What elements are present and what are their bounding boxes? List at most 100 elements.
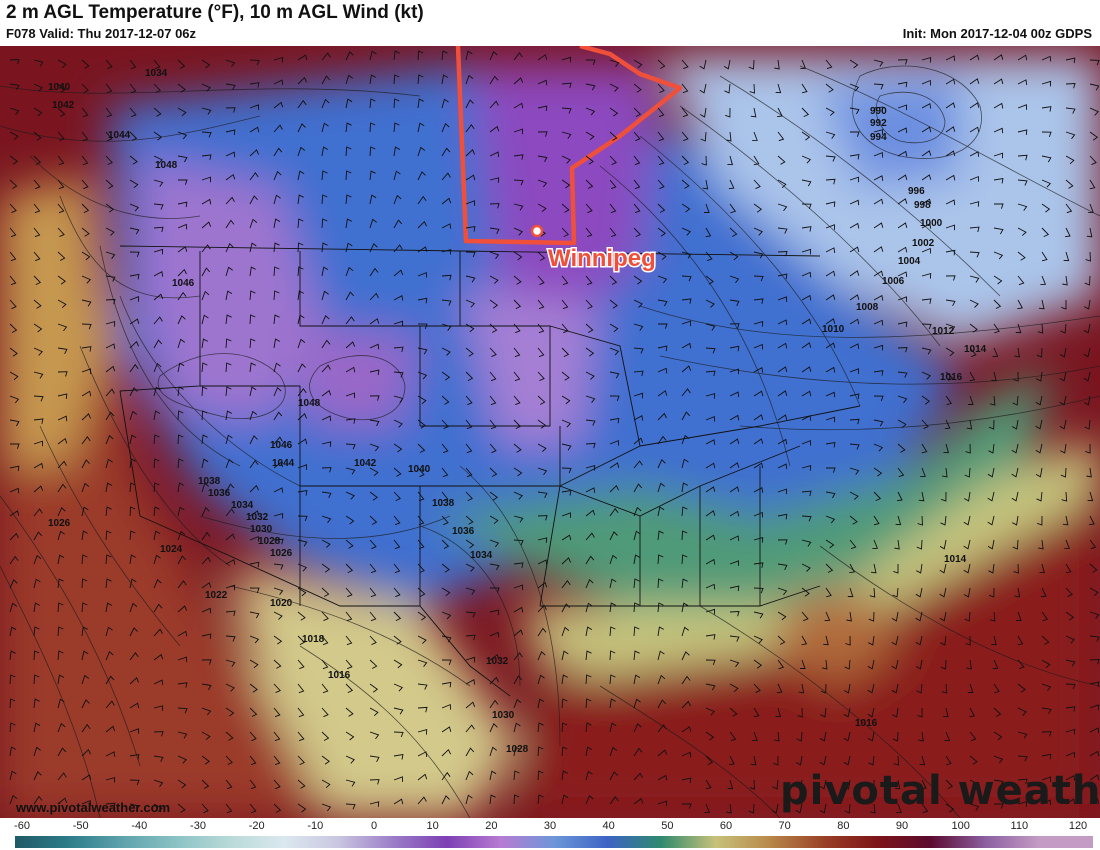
wind-barb — [1089, 798, 1100, 805]
wind-barb — [537, 559, 548, 566]
wind-barb — [633, 650, 640, 661]
wind-barb — [57, 347, 68, 355]
wind-barb — [129, 554, 136, 565]
wind-barb — [801, 131, 811, 141]
wind-barb — [105, 365, 116, 373]
wind-barb — [249, 195, 258, 205]
wind-barb — [57, 674, 65, 685]
wind-barb — [795, 755, 803, 766]
pressure-label: 1022 — [205, 590, 228, 601]
wind-barb — [33, 578, 41, 589]
wind-barb — [609, 578, 617, 589]
wind-barb — [153, 506, 160, 517]
wind-barb — [201, 633, 212, 640]
wind-barb — [921, 323, 932, 330]
pressure-label: 1010 — [822, 324, 845, 335]
wind-barb — [945, 150, 956, 157]
wind-barb — [105, 179, 114, 189]
wind-barb — [561, 626, 570, 637]
wind-barb — [321, 539, 331, 548]
wind-barb — [33, 531, 43, 541]
wind-barb — [700, 131, 707, 142]
wind-barb — [585, 107, 596, 116]
wind-barb — [585, 794, 594, 805]
wind-barb — [1089, 681, 1100, 688]
wind-barb — [1041, 106, 1052, 112]
wind-barb — [225, 129, 236, 135]
wind-barb — [585, 251, 593, 262]
wind-barb — [993, 102, 1004, 109]
wind-barb — [729, 707, 738, 717]
wind-barb — [561, 227, 569, 238]
wind-barb — [897, 419, 907, 429]
wind-barb — [681, 434, 690, 445]
wind-barb — [1086, 227, 1093, 238]
wind-barb — [105, 107, 113, 118]
wind-barb — [57, 227, 65, 238]
wind-barb — [729, 560, 740, 566]
wind-barb — [727, 779, 734, 790]
wind-barb — [201, 244, 211, 253]
wind-barb — [441, 299, 452, 306]
wind-barb — [81, 179, 89, 190]
wind-barb — [225, 107, 236, 113]
wind-barb — [921, 198, 932, 205]
wind-barb — [1041, 131, 1052, 138]
wind-barb — [33, 418, 44, 424]
wind-barb — [777, 342, 788, 349]
wind-barb — [801, 635, 808, 646]
wind-barb — [321, 731, 330, 741]
wind-barb — [921, 443, 928, 454]
wind-barb — [1013, 563, 1019, 574]
wind-barb — [273, 314, 280, 325]
wind-barb — [681, 275, 692, 282]
winnipeg-marker[interactable]: Winnipeg — [530, 224, 657, 274]
wind-barb — [57, 530, 65, 541]
wind-barb — [417, 74, 424, 85]
wind-barb — [561, 674, 568, 685]
wind-barb — [393, 74, 400, 85]
source-url[interactable]: www.pivotalweather.com — [16, 800, 171, 815]
wind-barb — [393, 98, 400, 109]
wind-barb — [201, 386, 208, 397]
wind-barb — [609, 554, 618, 565]
wind-barb — [1041, 155, 1052, 163]
wind-barb — [465, 539, 475, 549]
wind-barb — [273, 266, 280, 277]
wind-barb — [201, 731, 211, 741]
pressure-label: 1016 — [855, 718, 878, 729]
wind-barb — [321, 587, 330, 597]
wind-barb — [537, 674, 545, 685]
weather-map[interactable]: 1034 1040 1042 1044 1048 1046 1048 1046 1044 1042… — [0, 46, 1100, 818]
wind-barb — [513, 443, 522, 453]
wind-barb — [915, 611, 923, 622]
wind-barb — [657, 774, 668, 781]
wind-barb — [201, 154, 212, 160]
wind-barb — [1041, 227, 1050, 238]
wind-barb — [393, 611, 402, 622]
wind-barb — [681, 458, 689, 469]
wind-barb — [633, 415, 644, 421]
wind-barb — [609, 722, 617, 733]
wind-barb — [441, 223, 452, 229]
wind-barb — [657, 390, 668, 397]
wind-barb — [1041, 731, 1052, 737]
wind-barb — [873, 443, 884, 452]
wind-barb — [441, 74, 449, 85]
wind-barb — [993, 78, 1004, 85]
colorbar-tick: -60 — [14, 820, 30, 832]
wind-barb — [9, 59, 20, 65]
colorbar-segment — [445, 836, 501, 848]
wind-barb — [321, 52, 331, 61]
wind-barb — [801, 342, 812, 349]
wind-barb — [940, 659, 947, 670]
wind-barb — [201, 507, 210, 517]
wind-barb — [345, 341, 356, 349]
wind-barb — [1017, 203, 1028, 211]
wind-barb — [849, 467, 860, 475]
wind-barb — [417, 347, 428, 355]
wind-barb — [561, 179, 571, 189]
wind-barb — [1065, 587, 1073, 598]
wind-barb — [801, 271, 812, 278]
wind-barb — [561, 395, 571, 405]
